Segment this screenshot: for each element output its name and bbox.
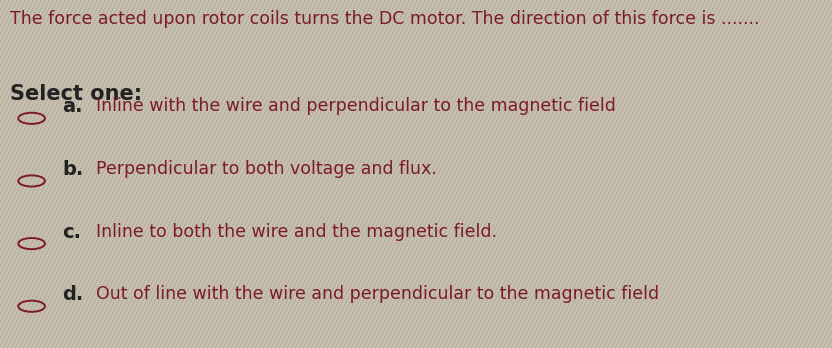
- Text: Inline with the wire and perpendicular to the magnetic field: Inline with the wire and perpendicular t…: [96, 97, 616, 116]
- Text: b.: b.: [62, 160, 84, 179]
- Text: Select one:: Select one:: [10, 84, 142, 103]
- Text: d.: d.: [62, 285, 84, 304]
- Text: Perpendicular to both voltage and flux.: Perpendicular to both voltage and flux.: [96, 160, 437, 178]
- Text: c.: c.: [62, 223, 82, 242]
- Text: a.: a.: [62, 97, 83, 117]
- Text: Out of line with the wire and perpendicular to the magnetic field: Out of line with the wire and perpendicu…: [96, 285, 659, 303]
- Text: The force acted upon rotor coils turns the DC motor. The direction of this force: The force acted upon rotor coils turns t…: [10, 10, 760, 29]
- Text: Inline to both the wire and the magnetic field.: Inline to both the wire and the magnetic…: [96, 223, 497, 241]
